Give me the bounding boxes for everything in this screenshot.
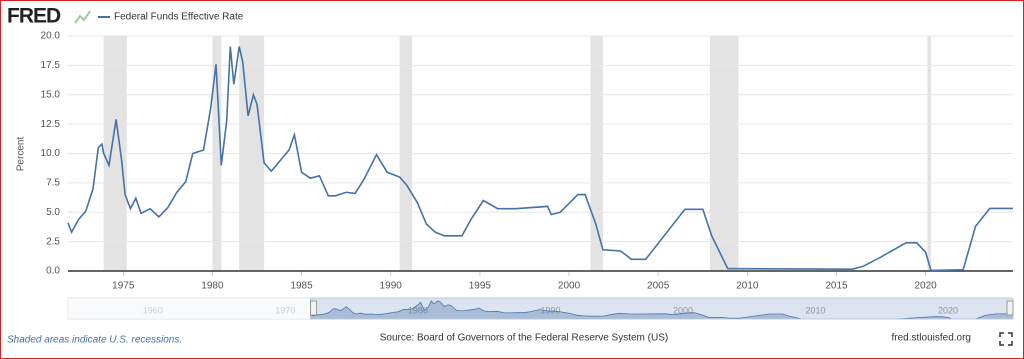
source: Source: Board of Governors of the Federa… — [380, 333, 668, 344]
recession-note: Shaded areas indicate U.S. recessions. — [7, 335, 182, 346]
y-axis-label: Percent — [16, 137, 27, 172]
x-tick-label: 1990 — [380, 281, 403, 292]
x-tick-label: 2015 — [825, 281, 848, 292]
x-tick-label: 1980 — [201, 281, 224, 292]
navigator-mask — [68, 298, 311, 319]
y-tick-label: 7.5 — [46, 178, 60, 189]
source-url[interactable]: fred.stlouisfed.org — [892, 333, 972, 344]
y-tick-label: 12.5 — [41, 119, 61, 130]
fullscreen-icon[interactable] — [999, 332, 1013, 346]
navigator-tick-label: 2010 — [806, 305, 826, 315]
navigator-selection — [310, 297, 1014, 320]
y-tick-label: 5.0 — [46, 207, 60, 218]
x-tick-label: 1975 — [112, 281, 135, 292]
x-tick-label: 2005 — [647, 281, 670, 292]
x-tick-label: 1995 — [469, 281, 492, 292]
y-tick-label: 15.0 — [41, 89, 61, 100]
navigator-tick-label: 1990 — [540, 305, 560, 315]
navigator-tick-label: 1980 — [408, 305, 428, 315]
x-tick-label: 2000 — [558, 281, 581, 292]
navigator-handle[interactable] — [310, 300, 318, 316]
legend-label[interactable]: Federal Funds Effective Rate — [114, 12, 244, 23]
x-tick-label: 1985 — [290, 281, 313, 292]
x-tick-label: 2010 — [736, 281, 759, 292]
navigator-area — [310, 300, 1014, 320]
series-line — [67, 46, 1013, 272]
logo-icon — [74, 10, 91, 24]
navigator-tick-label: 2000 — [673, 305, 693, 315]
logo: FRED — [7, 5, 61, 28]
y-tick-label: 20.0 — [41, 31, 61, 42]
navigator-handle[interactable] — [1006, 300, 1014, 316]
y-tick-label: 10.0 — [41, 148, 61, 159]
y-tick-label: 2.5 — [46, 236, 60, 247]
y-tick-label: 17.5 — [41, 60, 61, 71]
x-tick-label: 2020 — [915, 281, 938, 292]
navigator-tick-label: 2020 — [938, 305, 958, 315]
y-tick-label: 0.0 — [46, 266, 60, 277]
